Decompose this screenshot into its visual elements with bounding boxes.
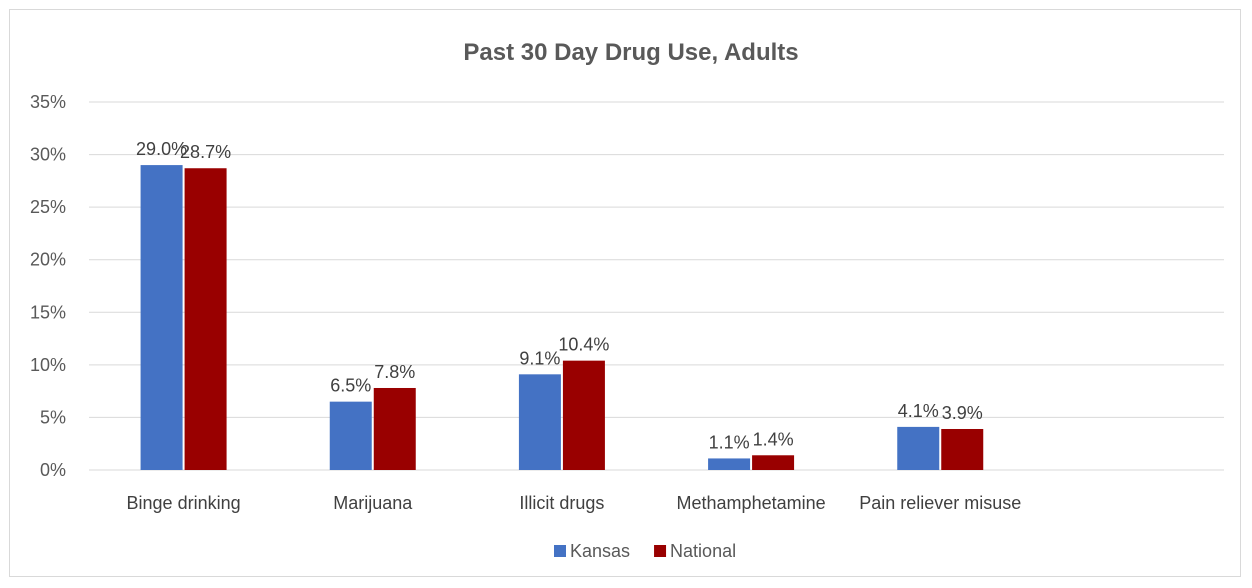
bar-national [184,168,227,471]
y-tick-label: 15% [30,302,66,322]
y-tick-label: 10% [30,355,66,375]
data-label: 9.1% [519,348,560,368]
gridlines [89,101,1224,471]
data-label: 1.1% [709,432,750,452]
legend: Kansas National [554,541,736,561]
legend-label-national: National [670,541,736,561]
category-label: Methamphetamine [677,493,826,513]
bar-kansas [897,426,940,470]
legend-swatch-national [654,545,667,557]
data-label: 10.4% [558,335,609,355]
bar-kansas [140,165,183,471]
y-tick-label: 5% [40,407,66,427]
y-tick-label: 0% [40,460,66,480]
y-tick-label: 35% [30,92,66,112]
data-label: 6.5% [330,376,371,396]
data-label: 29.0% [136,139,187,159]
bars [140,165,984,471]
bar-national [562,360,605,470]
bar-national [373,387,416,470]
y-axis-ticks: 0% 5% 10% 15% 20% 25% 30% 35% [30,92,66,480]
bar-national [941,428,984,470]
data-label: 1.4% [753,429,794,449]
y-tick-label: 30% [30,145,66,165]
category-label: Pain reliever misuse [859,493,1021,513]
data-label: 4.1% [898,401,939,421]
data-label: 28.7% [180,142,231,162]
chart-title: Past 30 Day Drug Use, Adults [463,39,798,66]
y-tick-label: 20% [30,250,66,270]
legend-label-kansas: Kansas [570,541,630,561]
category-label: Marijuana [333,493,413,513]
bar-kansas [518,374,561,470]
category-label: Binge drinking [127,493,241,513]
category-labels: Binge drinking Marijuana Illicit drugs Meth… [127,493,1022,513]
data-labels: 29.0%28.7% 6.5%7.8% 9.1%10.4% 1.1% 1.4% 4.1% 3… [136,139,983,452]
data-label: 3.9% [942,403,983,423]
bar-kansas [329,401,372,470]
legend-swatch-kansas [554,545,566,557]
y-tick-label: 25% [30,197,66,217]
data-label: 7.8% [374,362,415,382]
category-label: Illicit drugs [519,493,604,513]
bar-kansas [708,458,751,470]
bar-national [752,455,795,470]
